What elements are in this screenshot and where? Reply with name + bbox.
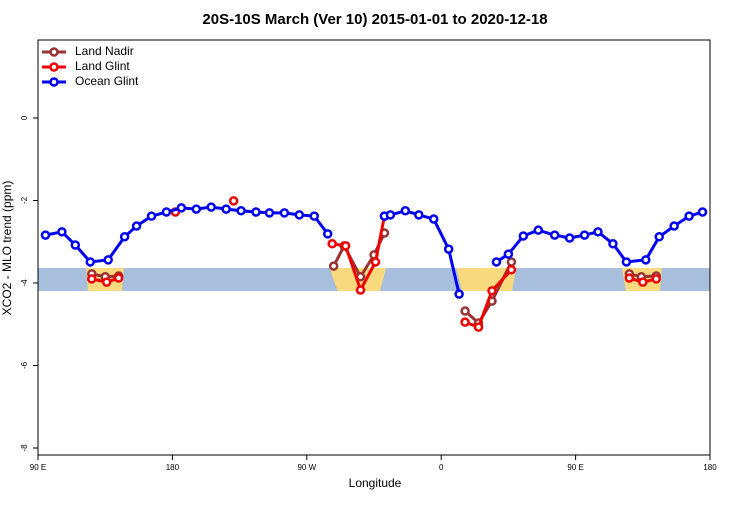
point [103, 255, 113, 265]
point [593, 227, 603, 237]
point [309, 211, 320, 221]
point [385, 210, 396, 220]
point [57, 227, 67, 237]
legend-label: Land Glint [75, 59, 130, 73]
point [221, 204, 231, 214]
point [87, 274, 97, 284]
x-tick-label: 0 [439, 463, 444, 472]
point [414, 210, 424, 220]
point [654, 232, 664, 242]
x-tick-label: 90 W [297, 463, 316, 472]
legend-label: Ocean Glint [75, 74, 139, 88]
y-tick-label: -4 [20, 279, 29, 287]
point [131, 221, 142, 231]
point [549, 230, 560, 240]
y-tick-label: -2 [20, 196, 29, 204]
point [355, 285, 366, 295]
point [669, 221, 679, 231]
point [206, 202, 216, 212]
x-tick-label: 180 [703, 463, 717, 472]
point [473, 322, 484, 332]
point [228, 196, 239, 206]
point [487, 286, 497, 296]
x-tick-label: 90 E [30, 463, 46, 472]
point [491, 257, 502, 267]
chart-title: 20S-10S March (Ver 10) 2015-01-01 to 202… [202, 11, 547, 28]
point [40, 230, 51, 240]
point [608, 239, 618, 249]
point [161, 207, 172, 217]
y-tick-label: 0 [20, 115, 29, 120]
point [641, 255, 651, 265]
point [322, 229, 333, 239]
point [119, 232, 130, 242]
y-axis-label: XCO2 - MLO trend (ppm) [0, 181, 14, 316]
point [85, 257, 96, 267]
point [518, 231, 529, 241]
point [101, 277, 112, 287]
y-tick-label: -6 [20, 361, 29, 369]
point [236, 206, 246, 216]
x-tick-label: 180 [166, 463, 180, 472]
point [697, 207, 708, 217]
x-tick-label: 90 E [567, 463, 583, 472]
point [624, 273, 635, 283]
point [651, 274, 661, 284]
point [340, 241, 351, 251]
point [638, 277, 648, 287]
legend-marker [49, 62, 59, 72]
point [506, 265, 517, 275]
point [251, 207, 261, 217]
point [684, 211, 694, 221]
point [146, 211, 157, 221]
point [176, 203, 187, 213]
point [113, 273, 124, 283]
point [443, 244, 454, 254]
point [579, 230, 590, 240]
point [428, 214, 439, 224]
point [460, 317, 470, 327]
point [328, 261, 339, 271]
point [264, 208, 275, 218]
point [564, 233, 575, 243]
point [503, 249, 514, 259]
point [70, 240, 81, 250]
point [506, 257, 517, 267]
point [327, 239, 337, 249]
y-tick-label: -8 [20, 444, 29, 452]
point [621, 257, 632, 267]
legend-marker [49, 77, 59, 87]
point [454, 289, 464, 299]
point [400, 206, 411, 216]
plot-frame [37, 39, 711, 456]
map-strip [38, 268, 710, 291]
point [533, 225, 544, 235]
x-axis-label: Longitude [349, 476, 402, 490]
point [460, 306, 470, 316]
legend-label: Land Nadir [75, 44, 134, 58]
point [370, 257, 381, 267]
point [294, 210, 305, 220]
point [191, 204, 202, 214]
legend-marker [49, 47, 59, 57]
point [279, 208, 290, 218]
